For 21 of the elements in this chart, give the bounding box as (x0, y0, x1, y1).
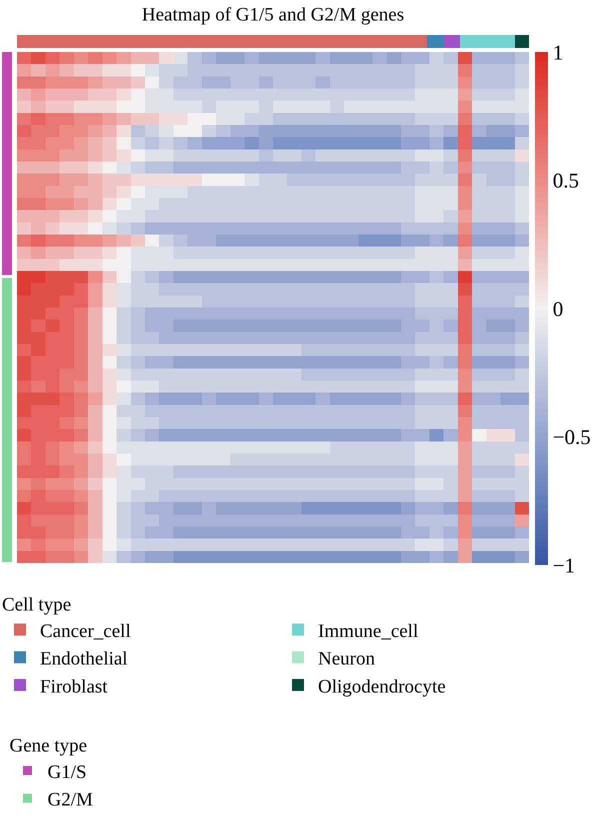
bar (460, 35, 515, 48)
legend-label: G2/M (48, 790, 93, 811)
legend-label: Neuron (318, 648, 376, 670)
bar (444, 35, 460, 48)
legend-title: Cell type (2, 594, 72, 616)
legend-label: Endothelial (40, 648, 128, 670)
color-bar-label: 0 (552, 296, 564, 321)
chart-title: Heatmap of G1/5 and G2/M genes (142, 4, 404, 26)
color-bar-label: 1 (552, 40, 564, 64)
bar (17, 35, 427, 48)
legend-label: Cancer_cell (40, 620, 131, 642)
bar (427, 35, 444, 48)
legend-title: Gene type (10, 736, 88, 757)
color-bar-label: 0.5 (552, 168, 579, 193)
legend-label: Immune_cell (318, 620, 418, 642)
legend-label: Oligodendrocyte (318, 676, 446, 698)
legend-label: Firoblast (40, 676, 108, 698)
legend-label: G1/S (48, 762, 87, 783)
color-bar-label: −1 (552, 553, 576, 578)
bar (515, 35, 529, 48)
color-bar-label: −0.5 (552, 425, 591, 450)
